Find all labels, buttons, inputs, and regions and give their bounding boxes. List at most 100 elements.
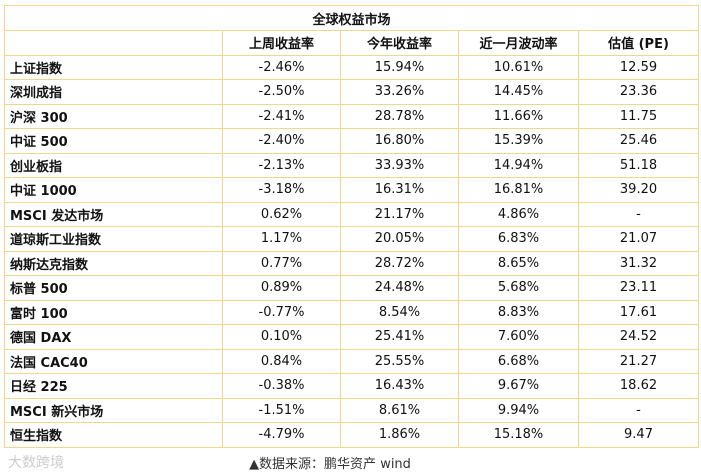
table-row: 道琼斯工业指数 1.17% 20.05% 6.83% 21.07 bbox=[4, 226, 700, 252]
table-cell: 4.86% bbox=[458, 201, 579, 227]
table-cell: 0.62% bbox=[222, 201, 341, 227]
row-name: 日经 225 bbox=[4, 373, 223, 399]
table-cell: 1.17% bbox=[222, 226, 341, 252]
row-name: 富时 100 bbox=[4, 299, 223, 325]
table-cell: 25.46 bbox=[577, 128, 700, 154]
table-cell: 16.80% bbox=[340, 128, 459, 154]
table-cell: 28.78% bbox=[340, 103, 459, 129]
row-name: 中证 500 bbox=[4, 128, 223, 154]
row-name: 深圳成指 bbox=[4, 79, 223, 105]
table-cell: 31.32 bbox=[577, 250, 700, 276]
table-cell: -2.41% bbox=[222, 103, 341, 129]
table-cell: 21.07 bbox=[577, 226, 700, 252]
row-name: 中证 1000 bbox=[4, 177, 223, 203]
table-cell: 10.61% bbox=[458, 54, 579, 80]
table-cell: 12.59 bbox=[577, 54, 700, 80]
header-cell: 上周收益率 bbox=[222, 30, 341, 56]
row-name: 纳斯达克指数 bbox=[4, 250, 223, 276]
table-cell: 21.17% bbox=[340, 201, 459, 227]
table-cell: -0.77% bbox=[222, 299, 341, 325]
table-row: 纳斯达克指数 0.77% 28.72% 8.65% 31.32 bbox=[4, 250, 700, 276]
table-cell: 9.67% bbox=[458, 373, 579, 399]
watermark: 大数跨境 bbox=[8, 455, 64, 471]
table-cell: 5.68% bbox=[458, 275, 579, 301]
table-cell: - bbox=[577, 397, 700, 423]
table-cell: 6.83% bbox=[458, 226, 579, 252]
table-cell: -3.18% bbox=[222, 177, 341, 203]
table-body: 全球权益市场 上周收益率 今年收益率 近一月波动率 估值 (PE) 上证指数 -2.46… bbox=[3, 5, 700, 448]
table-cell: 33.26% bbox=[340, 79, 459, 105]
table-cell: -0.38% bbox=[222, 373, 341, 399]
row-name: MSCI 新兴市场 bbox=[4, 397, 223, 423]
table-cell: 24.48% bbox=[340, 275, 459, 301]
table-cell: 16.43% bbox=[340, 373, 459, 399]
table-cell: 39.20 bbox=[577, 177, 700, 203]
title-row: 全球权益市场 bbox=[3, 5, 700, 31]
table-cell: 18.62 bbox=[577, 373, 700, 399]
table-row: 标普 500 0.89% 24.48% 5.68% 23.11 bbox=[4, 275, 700, 301]
table-row: 中证 1000 -3.18% 16.31% 16.81% 39.20 bbox=[4, 177, 700, 203]
table-cell: 1.86% bbox=[340, 422, 459, 448]
table-cell: 23.36 bbox=[577, 79, 700, 105]
table-cell: 0.77% bbox=[222, 250, 341, 276]
table-cell: 8.65% bbox=[458, 250, 579, 276]
header-row: 上周收益率 今年收益率 近一月波动率 估值 (PE) bbox=[4, 30, 700, 56]
table-cell: 24.52 bbox=[577, 324, 700, 350]
row-name: 创业板指 bbox=[4, 152, 223, 178]
table-cell: -2.50% bbox=[222, 79, 341, 105]
header-cell: 近一月波动率 bbox=[458, 30, 579, 56]
table-cell: 16.81% bbox=[458, 177, 579, 203]
table-cell: 8.83% bbox=[458, 299, 579, 325]
header-cell: 估值 (PE) bbox=[577, 30, 700, 56]
table-row: 德国 DAX 0.10% 25.41% 7.60% 24.52 bbox=[4, 324, 700, 350]
table-row: 沪深 300 -2.41% 28.78% 11.66% 11.75 bbox=[4, 103, 700, 129]
table-cell: 14.45% bbox=[458, 79, 579, 105]
table-row: MSCI 发达市场 0.62% 21.17% 4.86% - bbox=[4, 201, 700, 227]
table-cell: 0.89% bbox=[222, 275, 341, 301]
row-name: 上证指数 bbox=[4, 54, 223, 80]
table-cell: 0.84% bbox=[222, 348, 341, 374]
table-cell: 11.66% bbox=[458, 103, 579, 129]
table-cell: 51.18 bbox=[577, 152, 700, 178]
table-cell: 0.10% bbox=[222, 324, 341, 350]
table-row: 恒生指数 -4.79% 1.86% 15.18% 9.47 bbox=[4, 422, 700, 448]
data-table: 全球权益市场 上周收益率 今年收益率 近一月波动率 估值 (PE) 上证指数 -2.46… bbox=[3, 5, 700, 448]
table-cell: 16.31% bbox=[340, 177, 459, 203]
table-cell: 28.72% bbox=[340, 250, 459, 276]
table-cell: 17.61 bbox=[577, 299, 700, 325]
table-cell: 15.94% bbox=[340, 54, 459, 80]
table-cell: -2.13% bbox=[222, 152, 341, 178]
table-row: 日经 225 -0.38% 16.43% 9.67% 18.62 bbox=[4, 373, 700, 399]
row-name: MSCI 发达市场 bbox=[4, 201, 223, 227]
table-cell: 7.60% bbox=[458, 324, 579, 350]
table-row: 中证 500 -2.40% 16.80% 15.39% 25.46 bbox=[4, 128, 700, 154]
row-name: 德国 DAX bbox=[4, 324, 223, 350]
table-cell: 8.61% bbox=[340, 397, 459, 423]
table-cell: 20.05% bbox=[340, 226, 459, 252]
header-cell bbox=[4, 30, 223, 56]
table-title: 全球权益市场 bbox=[3, 5, 700, 31]
table-cell: 9.47 bbox=[577, 422, 700, 448]
table-row: 创业板指 -2.13% 33.93% 14.94% 51.18 bbox=[4, 152, 700, 178]
table-row: 富时 100 -0.77% 8.54% 8.83% 17.61 bbox=[4, 299, 700, 325]
table-cell: 25.41% bbox=[340, 324, 459, 350]
table-cell: -1.51% bbox=[222, 397, 341, 423]
table-cell: 14.94% bbox=[458, 152, 579, 178]
table-cell: 23.11 bbox=[577, 275, 700, 301]
table-cell: 11.75 bbox=[577, 103, 700, 129]
row-name: 恒生指数 bbox=[4, 422, 223, 448]
table-row: 法国 CAC40 0.84% 25.55% 6.68% 21.27 bbox=[4, 348, 700, 374]
table-cell: - bbox=[577, 201, 700, 227]
table-cell: 9.94% bbox=[458, 397, 579, 423]
table-cell: 15.18% bbox=[458, 422, 579, 448]
table-cell: 15.39% bbox=[458, 128, 579, 154]
row-name: 法国 CAC40 bbox=[4, 348, 223, 374]
row-name: 标普 500 bbox=[4, 275, 223, 301]
table-cell: 6.68% bbox=[458, 348, 579, 374]
header-cell: 今年收益率 bbox=[340, 30, 459, 56]
table-row: MSCI 新兴市场 -1.51% 8.61% 9.94% - bbox=[4, 397, 700, 423]
table-cell: 33.93% bbox=[340, 152, 459, 178]
table-cell: -2.46% bbox=[222, 54, 341, 80]
table-row: 上证指数 -2.46% 15.94% 10.61% 12.59 bbox=[4, 54, 700, 80]
